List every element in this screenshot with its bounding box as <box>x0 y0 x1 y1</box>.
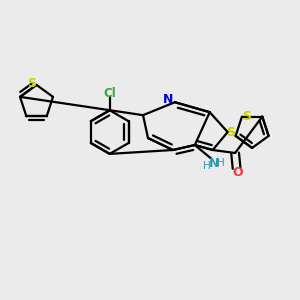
Text: H: H <box>217 158 225 168</box>
Text: N: N <box>163 93 173 106</box>
Text: Cl: Cl <box>103 87 116 100</box>
Text: O: O <box>232 167 243 179</box>
Text: N: N <box>208 157 219 170</box>
Text: S: S <box>27 77 36 90</box>
Text: S: S <box>226 126 235 139</box>
Text: H: H <box>203 161 211 171</box>
Text: S: S <box>242 110 250 123</box>
